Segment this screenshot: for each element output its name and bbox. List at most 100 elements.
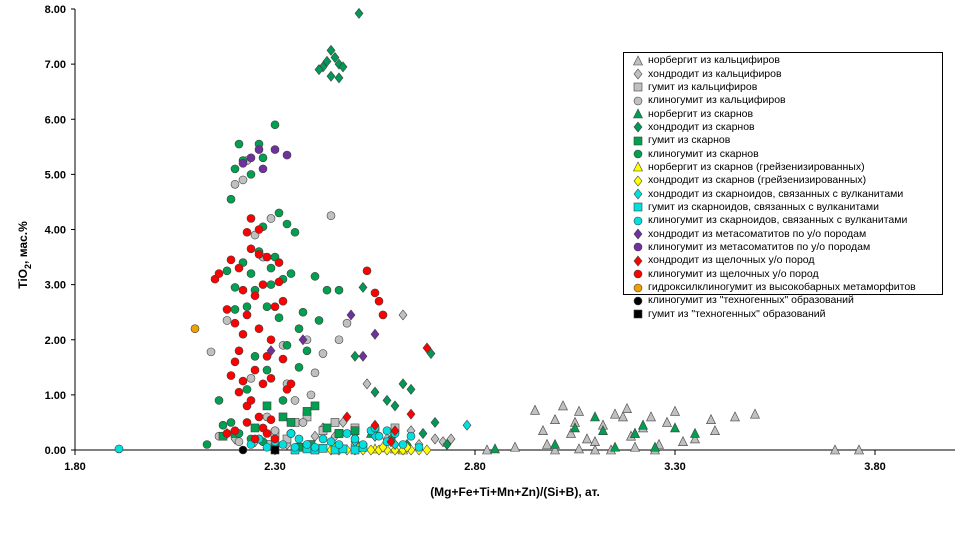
data-point <box>314 316 324 325</box>
data-point <box>398 378 408 390</box>
legend-marker <box>633 108 643 119</box>
series <box>270 445 280 455</box>
data-point <box>278 396 288 405</box>
legend-marker-shape <box>633 203 643 212</box>
data-point <box>286 269 296 278</box>
legend-label: клиногумит из "техногенных" образований <box>648 294 854 307</box>
series <box>366 411 700 454</box>
data-point <box>254 225 264 234</box>
series <box>482 400 864 455</box>
legend-label: норбергит из скарнов (грейзенизированных… <box>648 160 865 173</box>
legend-marker-shape <box>633 108 643 119</box>
data-point <box>274 208 284 218</box>
data-point <box>618 411 628 422</box>
legend-item: клиногумит из щелочных у/о пород <box>632 268 938 281</box>
legend-item: хондродит из кальцифиров <box>632 67 938 80</box>
legend-label: клиногумит из метасоматитов по у/о пород… <box>648 240 871 253</box>
data-point <box>750 408 760 419</box>
legend-item: хондродит из скарноидов, связанных с вул… <box>632 187 938 200</box>
data-point <box>266 214 276 223</box>
legend-label: хондродит из скарноидов, связанных с вул… <box>648 187 904 200</box>
data-point <box>322 55 332 67</box>
data-point <box>114 444 124 454</box>
data-point <box>326 211 336 221</box>
data-point <box>310 430 320 442</box>
data-point <box>266 280 276 289</box>
legend-item: хондродит из скарнов <box>632 121 938 134</box>
data-point <box>350 350 360 362</box>
data-point <box>530 404 540 415</box>
data-point <box>582 433 592 444</box>
data-point <box>266 374 276 383</box>
legend-marker <box>633 203 643 212</box>
data-point <box>326 44 336 56</box>
data-point <box>282 219 292 229</box>
data-point <box>190 324 200 334</box>
legend-label: хондродит из щелочных у/о пород <box>648 254 815 267</box>
data-point <box>590 444 600 455</box>
y-tick-label: 2.00 <box>45 335 66 347</box>
data-point <box>238 445 248 455</box>
legend-marker <box>633 296 643 306</box>
legend-label: клиногумит из скарноидов, связанных с ву… <box>648 214 908 227</box>
y-axis-title: TiO2, мас.% <box>16 221 33 289</box>
legend-marker <box>633 269 643 279</box>
data-point <box>230 179 240 189</box>
y-tick-label: 8.00 <box>45 4 66 16</box>
legend-item: норбергит из кальцифиров <box>632 54 938 67</box>
legend-marker <box>633 55 643 65</box>
data-point <box>318 434 328 444</box>
data-point <box>278 296 288 306</box>
x-tick-label: 1.80 <box>64 461 85 473</box>
legend-marker-shape <box>633 121 643 133</box>
data-point <box>290 227 300 237</box>
data-point <box>542 438 552 449</box>
data-point <box>310 401 320 411</box>
data-point <box>246 244 256 254</box>
data-point <box>234 346 244 356</box>
data-point <box>490 443 500 454</box>
y-tick-label: 5.00 <box>45 169 66 181</box>
series <box>238 145 292 174</box>
legend-marker <box>633 175 643 187</box>
legend-marker-shape <box>633 136 643 146</box>
legend-marker <box>633 243 643 252</box>
data-point <box>662 416 672 427</box>
data-point <box>286 429 296 438</box>
data-point <box>246 374 256 383</box>
data-point <box>286 418 296 427</box>
legend-marker <box>633 283 643 292</box>
data-point <box>230 318 240 328</box>
series <box>314 7 452 450</box>
data-point <box>270 434 280 444</box>
data-point <box>286 379 296 389</box>
data-point <box>250 365 260 375</box>
data-point <box>230 426 240 436</box>
data-point <box>390 444 400 456</box>
data-point <box>350 445 360 455</box>
legend-item: норбергит из скарнов <box>632 107 938 120</box>
data-point <box>270 426 280 436</box>
legend-item: гумит из скарноидов, связанных с вулкани… <box>632 201 938 214</box>
data-point <box>590 411 600 422</box>
y-tick-label: 3.00 <box>45 280 66 292</box>
data-point <box>622 402 632 413</box>
legend-label: хондродит из кальцифиров <box>648 67 782 80</box>
data-point <box>406 383 416 395</box>
data-point <box>258 153 268 163</box>
data-point <box>390 425 400 437</box>
data-point <box>270 445 280 455</box>
series <box>190 324 200 334</box>
series <box>210 214 388 444</box>
data-point <box>558 400 568 411</box>
data-point <box>250 423 260 433</box>
legend-item: гумит из скарнов <box>632 134 938 147</box>
legend-marker-shape <box>633 228 643 240</box>
data-point <box>230 357 240 367</box>
data-point <box>246 269 256 278</box>
data-point <box>854 444 864 455</box>
data-point <box>610 408 620 419</box>
data-point <box>646 411 656 422</box>
data-point <box>422 342 432 354</box>
data-point <box>570 422 580 433</box>
